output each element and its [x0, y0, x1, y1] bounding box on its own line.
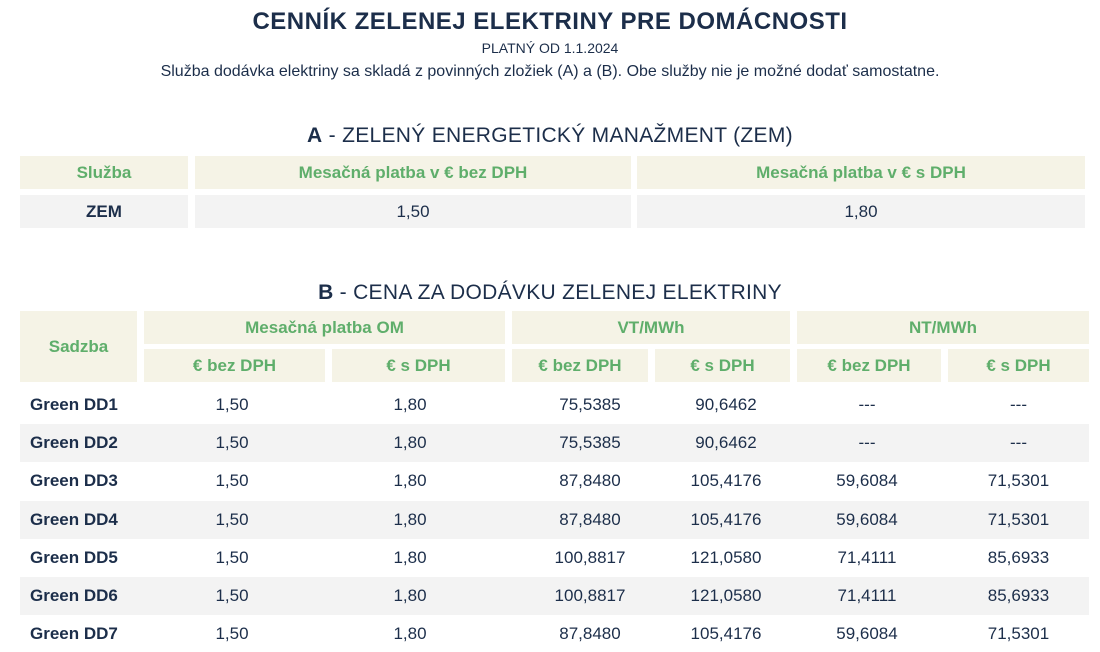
om-with-vat: 1,80	[393, 471, 427, 491]
om-without-vat: 1,50	[215, 509, 249, 529]
tariff-name: Green DD7	[30, 624, 118, 644]
vt-group-header: VT/MWh	[512, 311, 790, 344]
om-without-vat: 1,50	[215, 395, 249, 414]
zem-service: ZEM	[20, 195, 188, 228]
nt-with-vat: 71,5301	[987, 509, 1050, 529]
vt-without-vat: 75,5385	[559, 433, 621, 453]
om-without-vat: 1,50	[215, 586, 249, 605]
nt-without-vat: 59,6084	[836, 624, 898, 644]
nt-without-vat: ---	[858, 433, 876, 453]
section-a-letter: A	[307, 124, 323, 147]
vt-with-vat: 105,4176	[690, 471, 762, 491]
vt-without-vat: 75,5385	[559, 395, 621, 414]
vt-with-vat: 105,4176	[690, 624, 762, 644]
om-with-vat: 1,80	[393, 547, 427, 567]
tariff-name: Green DD5	[30, 547, 118, 567]
nt-without-vat: 59,6084	[836, 509, 898, 529]
section-b-letter: B	[318, 281, 334, 304]
tariff-name: Green DD2	[30, 433, 118, 453]
om-with-vat: 1,80	[393, 433, 427, 453]
nt-without-vat: 71,4111	[837, 586, 897, 605]
table-row-background	[20, 500, 1089, 539]
nt-with-vat: ---	[1010, 433, 1027, 453]
vt-with-vat: 90,6462	[695, 433, 757, 453]
nt-with-vat: ---	[1010, 395, 1027, 414]
tariff-name: Green DD4	[30, 509, 118, 529]
om-with-vat: 1,80	[393, 586, 427, 605]
om-with-vat: 1,80	[393, 509, 427, 529]
om-without-vat-header: € bez DPH	[144, 349, 325, 382]
vt-with-vat-header: € s DPH	[655, 349, 790, 382]
tariff-name: Green DD3	[30, 471, 118, 491]
om-without-vat: 1,50	[215, 471, 249, 491]
nt-without-vat: ---	[858, 395, 876, 414]
om-with-vat: 1,80	[393, 395, 427, 414]
zem-header-without-vat: Mesačná platba v € bez DPH	[195, 156, 631, 189]
om-without-vat: 1,50	[215, 624, 249, 644]
zem-header-with-vat: Mesačná platba v € s DPH	[637, 156, 1085, 189]
nt-with-vat: 71,5301	[987, 471, 1050, 491]
nt-group-header: NT/MWh	[797, 311, 1089, 344]
nt-without-vat-header: € bez DPH	[797, 349, 941, 382]
tariff-header: Sadzba	[20, 311, 137, 382]
vt-with-vat: 121,0580	[690, 586, 762, 605]
om-group-header: Mesačná platba OM	[144, 311, 505, 344]
table-row-background	[20, 424, 1089, 463]
nt-without-vat: 59,6084	[836, 471, 898, 491]
vt-with-vat: 105,4176	[690, 509, 762, 529]
zem-with-vat: 1,80	[637, 195, 1085, 228]
section-b-title: B - CENA ZA DODÁVKU ZELENEJ ELEKTRINY	[0, 281, 1100, 305]
page-title: CENNÍK ZELENEJ ELEKTRINY PRE DOMÁCNOSTI	[252, 8, 848, 35]
section-b-title-text: - CENA ZA DODÁVKU ZELENEJ ELEKTRINY	[333, 281, 782, 304]
zem-without-vat: 1,50	[195, 195, 631, 228]
section-a-title-text: - ZELENÝ ENERGETICKÝ MANAŽMENT (ZEM)	[322, 124, 793, 147]
tariff-name: Green DD1	[30, 395, 118, 414]
table-row-background	[20, 577, 1089, 615]
zem-header-service: Služba	[20, 156, 188, 189]
vt-with-vat: 90,6462	[695, 395, 757, 414]
vt-with-vat: 121,0580	[690, 547, 762, 567]
nt-with-vat: 71,5301	[987, 624, 1050, 644]
om-without-vat: 1,50	[215, 547, 249, 567]
valid-from: PLATNÝ OD 1.1.2024	[481, 40, 619, 56]
om-with-vat-header: € s DPH	[332, 349, 505, 382]
nt-with-vat: 85,6933	[987, 586, 1050, 605]
vt-without-vat: 87,8480	[559, 471, 621, 491]
vt-without-vat: 87,8480	[559, 509, 621, 529]
vt-without-vat: 100,8817	[554, 586, 626, 605]
vt-without-vat-header: € bez DPH	[512, 349, 648, 382]
tariff-name: Green DD6	[30, 586, 118, 605]
om-without-vat: 1,50	[215, 433, 249, 453]
nt-without-vat: 71,4111	[837, 547, 897, 567]
intro-text: Služba dodávka elektriny sa skladá z pov…	[160, 63, 940, 80]
nt-with-vat-header: € s DPH	[948, 349, 1089, 382]
vt-without-vat: 100,8817	[554, 547, 626, 567]
om-with-vat: 1,80	[393, 624, 427, 644]
nt-with-vat: 85,6933	[987, 547, 1050, 567]
vt-without-vat: 87,8480	[559, 624, 621, 644]
section-a-title: A - ZELENÝ ENERGETICKÝ MANAŽMENT (ZEM)	[0, 124, 1100, 148]
